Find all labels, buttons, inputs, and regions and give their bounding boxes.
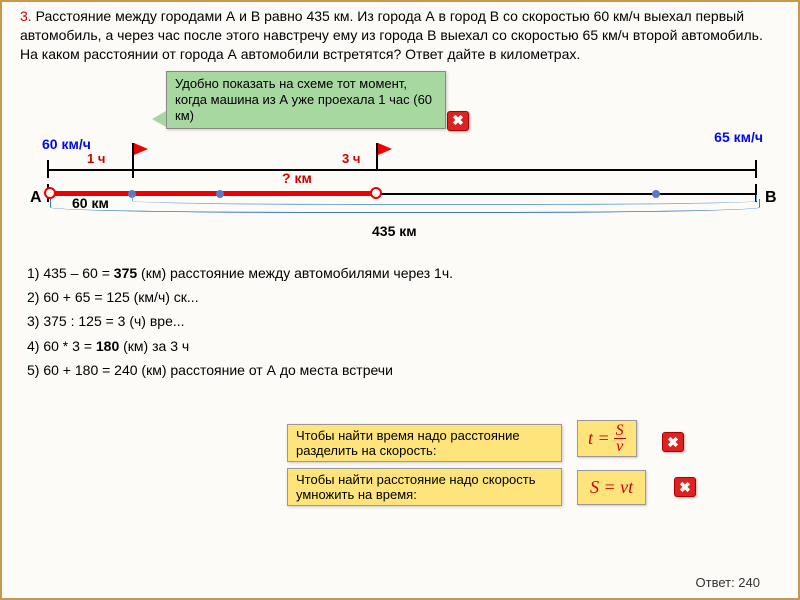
sol-3: 3) 375 : 125 = 3 (ч) вре... <box>2 309 798 333</box>
problem-body: Расстояние между городами А и В равно 43… <box>20 8 763 62</box>
answer-label: Ответ: 240 <box>696 575 761 590</box>
diagram: Удобно показать на схеме тот момент, ког… <box>2 71 798 261</box>
sol-5: 5) 60 + 180 = 240 (км) расстояние от А д… <box>2 358 798 382</box>
start-a-marker <box>44 187 56 199</box>
sol-4: 4) 60 * 3 = 180 (км) за 3 ч <box>2 334 798 358</box>
tip-time-text: Чтобы найти время надо расстояние раздел… <box>296 428 520 458</box>
frac-den: v <box>614 439 626 454</box>
sol-2: 2) 60 + 65 = 125 (км/ч) ск... <box>2 285 798 309</box>
hint-callout: Удобно показать на схеме тот момент, ког… <box>166 71 446 130</box>
sol4a: 4) 60 * 3 = <box>27 338 96 354</box>
hint-text: Удобно показать на схеме тот момент, ког… <box>175 76 432 124</box>
formula-t-lhs: t = <box>588 428 610 449</box>
city-b-label: В <box>765 189 777 207</box>
formula-dist: S = vt <box>577 470 646 505</box>
sol1a: 1) 435 – 60 = <box>27 265 114 281</box>
flag-meet <box>376 143 378 171</box>
total-label: 435 км <box>372 223 417 239</box>
speed-b-label: 65 км/ч <box>714 129 763 145</box>
tip-time-callout: Чтобы найти время надо расстояние раздел… <box>287 424 562 462</box>
top-rail <box>47 169 757 171</box>
hint-tail <box>152 111 166 127</box>
city-a-label: А <box>30 189 42 207</box>
problem-text: 3. Расстояние между городами А и В равно… <box>2 2 798 66</box>
flag-60 <box>132 143 134 171</box>
brace-inner <box>132 195 757 205</box>
hour3-label: 3 ч <box>342 151 360 166</box>
sol1c: (км) расстояние между автомобилями через… <box>137 265 453 281</box>
formula-time: t = S v <box>577 420 637 457</box>
close-icon[interactable]: ✖ <box>662 432 684 452</box>
hour1-label: 1 ч <box>87 151 105 166</box>
problem-number: 3. <box>20 8 32 24</box>
close-icon[interactable]: ✖ <box>674 477 696 497</box>
sol4b: 180 <box>96 338 119 354</box>
sol-1: 1) 435 – 60 = 375 (км) расстояние между … <box>2 261 798 285</box>
speed-a-label: 60 км/ч <box>42 136 91 152</box>
tip-dist-callout: Чтобы найти расстояние надо скорость умн… <box>287 468 562 506</box>
sol4c: (км) за 3 ч <box>119 338 189 354</box>
question-label: ? км <box>282 170 312 186</box>
frac-num: S <box>614 423 626 439</box>
tip-dist-text: Чтобы найти расстояние надо скорость умн… <box>296 472 536 502</box>
tick-a-top <box>47 160 49 178</box>
formula-t-frac: S v <box>614 423 626 454</box>
close-icon[interactable]: ✖ <box>447 111 469 131</box>
sol1b: 375 <box>114 265 137 281</box>
tick-b-top <box>755 160 757 178</box>
